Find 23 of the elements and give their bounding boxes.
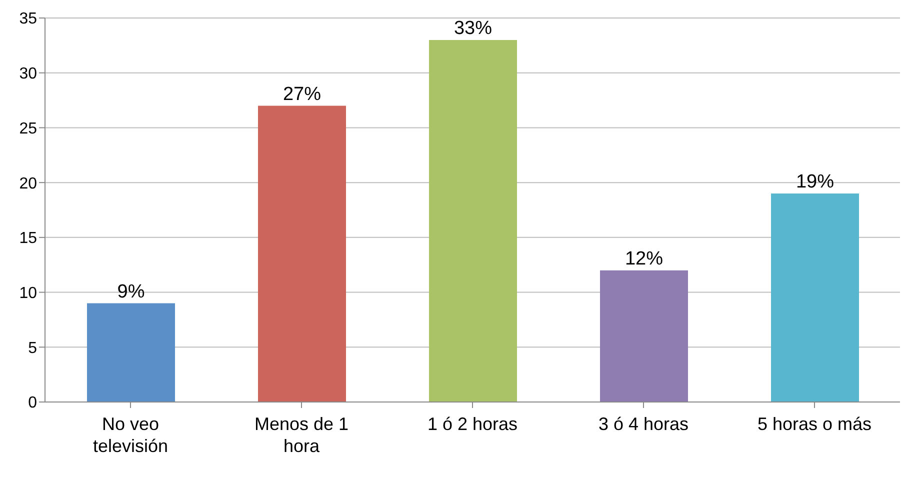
x-tick-label: No veo televisión bbox=[92, 414, 168, 456]
data-label: 9% bbox=[117, 281, 145, 302]
y-tick-label: 25 bbox=[19, 120, 38, 138]
y-tick-label: 30 bbox=[19, 66, 38, 83]
x-tick-label: 1 ó 2 horas bbox=[427, 414, 518, 434]
y-tick-label: 0 bbox=[28, 394, 38, 412]
bar bbox=[258, 106, 346, 402]
y-tick-label: 10 bbox=[19, 284, 38, 302]
x-tick-label: Menos de 1 hora bbox=[254, 414, 349, 456]
bar bbox=[87, 303, 175, 402]
y-tick-label: 35 bbox=[19, 10, 38, 28]
x-tick-label: 3 ó 4 horas bbox=[598, 414, 689, 434]
y-tick-label: 20 bbox=[19, 175, 38, 192]
x-tick-label: 5 horas o más bbox=[757, 414, 872, 434]
y-tick-label: 5 bbox=[28, 340, 38, 357]
data-label: 33% bbox=[454, 18, 492, 39]
y-tick-label: 15 bbox=[19, 230, 38, 248]
bar bbox=[771, 194, 859, 402]
bar bbox=[600, 270, 688, 402]
data-label: 12% bbox=[624, 248, 664, 270]
data-label: 19% bbox=[796, 172, 834, 193]
bar bbox=[429, 40, 517, 402]
data-label: 27% bbox=[282, 84, 322, 105]
